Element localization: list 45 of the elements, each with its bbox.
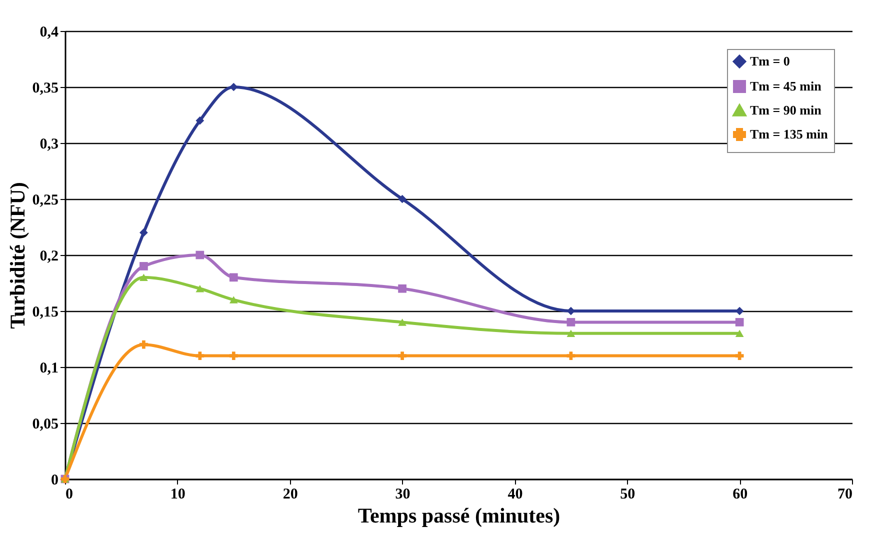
point [196,116,204,125]
point [140,228,148,237]
point [566,352,576,360]
point [566,318,576,326]
point [735,330,744,338]
point [140,262,148,270]
x-tick-label: 60 [732,486,748,502]
x-tick-label: 10 [170,486,186,502]
point [735,352,744,360]
y-tick-label: 0 [51,472,58,488]
point [735,318,744,326]
point [196,284,204,292]
y-axis-title: Turbidité (NFU) [5,182,30,329]
point [398,318,406,326]
y-tick-label: 0,2 [40,248,58,264]
x-axis-title: Temps passé (minutes) [358,504,560,528]
point [140,340,148,349]
x-tick-label: 0 [66,486,73,502]
point [229,82,238,92]
y-tick-label: 0,15 [32,304,58,320]
x-tick-label: 70 [838,486,852,502]
x-tick-label: 20 [282,486,298,502]
x-tick-label: 40 [508,486,523,502]
point [140,274,148,282]
y-tick-label: 0,3 [40,136,58,152]
point [196,352,204,360]
y-tick-label: 0,05 [32,416,58,432]
x-tick-label: 50 [620,486,636,502]
point [398,194,406,204]
point [566,330,576,338]
legend-label: Tm = 45 min [750,78,822,94]
y-tick-label: 0,1 [40,360,58,376]
point [229,273,238,282]
point [229,296,238,304]
legend-label: Tm = 135 min [750,126,829,142]
legend-label: Tm = 90 min [750,102,822,118]
y-tick-label: 0,4 [40,24,59,40]
point [229,352,238,360]
point [398,352,406,360]
x-tick-label: 30 [395,486,410,502]
point [398,284,406,293]
point [196,250,204,260]
y-tick-label: 0,35 [32,80,58,96]
y-tick-label: 0,25 [32,192,58,208]
legend-label: Tm = 0 [750,54,790,68]
